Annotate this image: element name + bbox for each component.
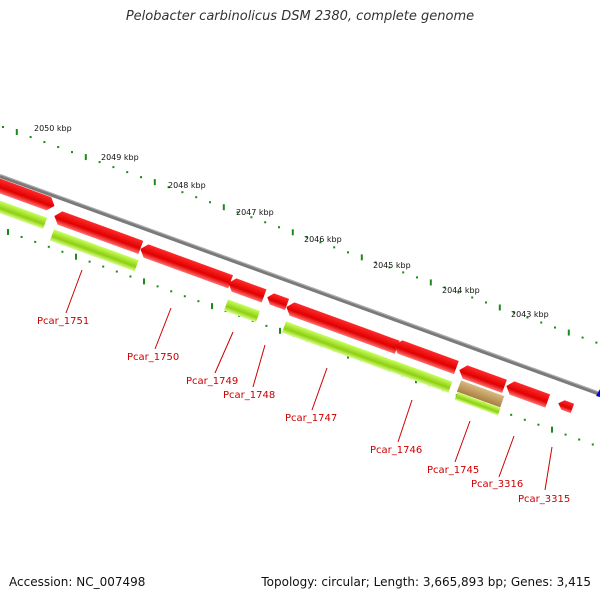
scale-label: 2047 kbp [236,208,274,217]
gene-label[interactable]: Pcar_3316 [471,479,523,490]
gene-labels: Pcar_1751 Pcar_1750 Pcar_1749 Pcar_1748 … [37,316,570,505]
leader-line [454,420,471,463]
gene-label[interactable]: Pcar_1746 [370,445,422,456]
cds-feature[interactable] [138,242,233,289]
leader-line [397,399,413,443]
accession-text: Accession: NC_007498 [9,575,146,589]
cds-feature[interactable] [0,177,57,212]
gene-label[interactable]: Pcar_1748 [223,390,275,401]
cds-feature[interactable] [504,379,551,408]
cds-feature[interactable] [52,209,144,254]
gene-label[interactable]: Pcar_3315 [518,494,570,505]
leader-line [154,307,172,350]
gene-feature[interactable] [0,199,48,230]
scale-labels: 2050 kbp 2049 kbp 2048 kbp 2047 kbp 2046… [34,124,549,319]
label-leaders [65,269,553,491]
gene-feature[interactable] [454,392,501,416]
feature-marker[interactable] [596,382,600,398]
cds-feature[interactable] [392,338,459,375]
gene-feature[interactable] [223,299,261,323]
cds-feature[interactable] [265,292,290,311]
scale-label: 2046 kbp [304,235,342,244]
scale-label: 2043 kbp [511,310,549,319]
scale-label: 2048 kbp [168,181,206,190]
scale-label: 2050 kbp [34,124,72,133]
leader-line [252,344,266,388]
upper-tick-row [2,126,598,344]
gene-feature[interactable] [49,229,139,272]
cds-feature[interactable] [284,300,400,354]
cds-feature[interactable] [226,276,267,303]
gene-label[interactable]: Pcar_1745 [427,465,479,476]
scale-label: 2049 kbp [101,153,139,162]
leader-line [65,269,83,314]
gene-feature[interactable] [281,321,396,373]
scale-label: 2045 kbp [373,261,411,270]
map-title: Pelobacter carbinolicus DSM 2380, comple… [125,9,475,24]
cds-feature[interactable] [457,363,507,393]
leader-line [498,435,515,478]
leader-line [214,331,234,374]
genome-stats-text: Topology: circular; Length: 3,665,893 bp… [261,575,591,589]
scale-label: 2044 kbp [442,286,480,295]
cds-features [0,177,575,414]
backbone-line [0,174,600,396]
gene-label[interactable]: Pcar_1749 [186,376,238,387]
gene-features [0,199,505,416]
pseudogene-feature[interactable] [456,380,505,408]
backbone-highlight [0,174,600,393]
leader-line [311,367,328,411]
gene-label[interactable]: Pcar_1747 [285,413,337,424]
gene-feature[interactable] [389,360,453,393]
gene-label[interactable]: Pcar_1750 [127,352,179,363]
gene-label[interactable]: Pcar_1751 [37,316,89,327]
cds-feature[interactable] [557,399,575,414]
leader-line [544,446,553,491]
